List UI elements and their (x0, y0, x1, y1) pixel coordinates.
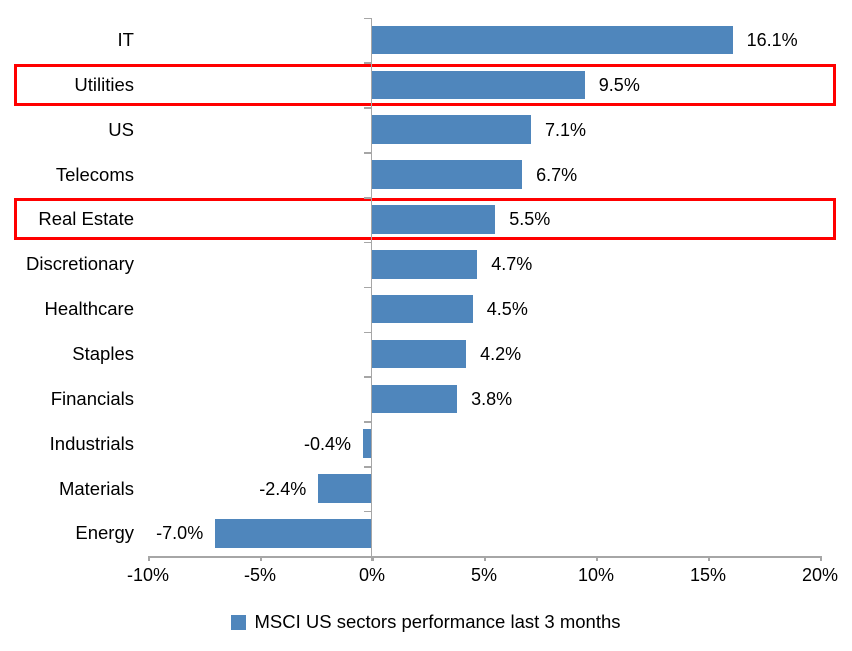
y-axis-tick (363, 241, 371, 244)
y-axis-tick (363, 197, 371, 199)
x-axis-tick-label--5-: -5% (243, 565, 276, 585)
category-label-real-estate: Real Estate (38, 208, 134, 230)
value-label-materials: -2.4% (259, 478, 307, 499)
x-axis-tick--5- (260, 556, 262, 561)
value-label-it: 16.1% (746, 30, 798, 51)
x-axis-tick-10- (596, 556, 598, 561)
x-axis-tick-20- (820, 556, 822, 561)
value-label-staples: 4.2% (480, 343, 522, 364)
y-axis-tick (363, 376, 371, 378)
category-label-energy: Energy (75, 522, 134, 544)
category-label-telecoms: Telecoms (55, 163, 134, 185)
category-label-it: IT (117, 29, 134, 51)
x-axis-tick-label-10-: 10% (577, 565, 615, 585)
x-axis-tick-label-5-: 5% (470, 565, 497, 585)
chart-legend: MSCI US sectors performance last 3 month… (0, 611, 852, 633)
bar-energy (215, 519, 372, 548)
x-axis-tick-label--10-: -10% (126, 565, 170, 585)
value-label-industrials: -0.4% (304, 433, 352, 454)
value-label-healthcare: 4.5% (486, 299, 528, 320)
category-label-discretionary: Discretionary (26, 253, 134, 275)
category-label-healthcare: Healthcare (44, 298, 134, 320)
y-axis-tick (363, 286, 371, 289)
category-label-industrials: Industrials (49, 432, 134, 454)
highlight-box-real-estate (14, 198, 836, 241)
value-label-discretionary: 4.7% (491, 254, 533, 275)
bar-financials (372, 384, 458, 414)
x-axis-tick-label-20-: 20% (801, 565, 839, 585)
y-axis-tick (363, 152, 371, 154)
bar-healthcare (372, 294, 473, 324)
category-label-staples: Staples (72, 342, 134, 364)
bar-real-estate (372, 205, 496, 234)
x-axis-tick-0- (372, 556, 374, 561)
bar-staples (372, 339, 467, 369)
y-axis-tick (363, 555, 371, 558)
value-label-telecoms: 6.7% (536, 164, 578, 185)
x-axis-tick--10- (148, 556, 150, 561)
x-axis-tick-label-0-: 0% (358, 565, 385, 585)
y-axis-tick (363, 331, 371, 334)
value-label-utilities: 9.5% (598, 74, 640, 95)
x-axis-tick-label-15-: 15% (689, 565, 727, 585)
bar-utilities (372, 70, 585, 100)
value-label-real-estate: 5.5% (509, 209, 551, 230)
bar-us (372, 115, 532, 144)
bar-telecoms (372, 160, 523, 189)
y-axis-tick (363, 17, 371, 20)
y-axis-tick (363, 466, 371, 468)
highlight-box-utilities (14, 63, 836, 106)
category-label-utilities: Utilities (74, 73, 134, 95)
y-axis-tick (363, 62, 371, 64)
legend-label: MSCI US sectors performance last 3 month… (254, 611, 621, 632)
y-axis-tick (363, 107, 371, 109)
value-label-financials: 3.8% (471, 388, 513, 409)
value-label-energy: -7.0% (156, 523, 204, 544)
category-label-materials: Materials (58, 477, 134, 499)
bar-discretionary (372, 250, 478, 279)
bar-materials (318, 474, 372, 503)
legend-color-swatch-icon (231, 614, 247, 630)
y-axis-tick (363, 510, 371, 513)
category-label-us: US (108, 118, 134, 140)
value-label-us: 7.1% (545, 119, 587, 140)
x-axis-tick-5- (484, 556, 486, 561)
bar-industrials (363, 429, 372, 458)
bar-it (372, 25, 733, 55)
category-label-financials: Financials (50, 387, 134, 409)
x-axis-tick-15- (708, 556, 710, 561)
y-axis-tick (363, 421, 371, 423)
value-axis-line (370, 17, 372, 561)
